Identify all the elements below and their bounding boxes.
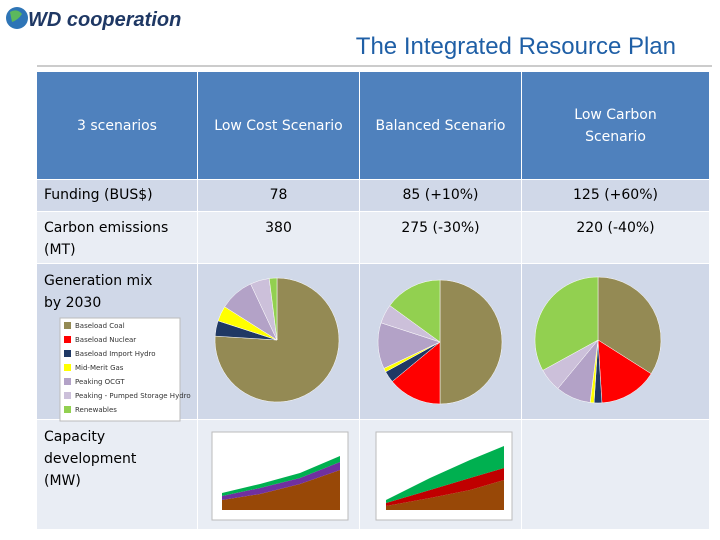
capacity-area [222,456,340,496]
pie-slice [439,279,503,405]
cell: 220 (-40%) [522,212,710,264]
pie-slice [534,276,599,371]
row-label: Funding (BUS$) [37,180,198,212]
header-cell: Low Cost Scenario [198,72,360,180]
pie-slice [597,339,652,404]
legend-swatch [64,392,71,399]
legend-label: Mid-Merit Gas [75,364,124,372]
slide-title: The Integrated Resource Plan [356,33,676,60]
legend-swatch [64,378,71,385]
row-label: Carbon emissions (MT) [37,212,198,264]
legend-swatch [64,322,71,329]
capacity-area [386,468,504,506]
cell: 125 (+60%) [522,180,710,212]
capacity-area [222,462,340,500]
legend-label: Renewables [75,406,117,414]
logo-land [10,10,22,22]
pie-slice [597,276,662,375]
header-cell: Balanced Scenario [360,72,522,180]
cell [522,420,710,530]
cell: 85 (+10%) [360,180,522,212]
logo-text: WD cooperation [28,9,181,31]
pie-slice [268,277,278,341]
legend-label: Baseload Coal [75,322,125,330]
row-label: Capacity development (MW) [37,420,198,530]
pie-slice [389,279,441,343]
cell: 380 [198,212,360,264]
header-cell: 3 scenarios [37,72,198,180]
legend-label: Baseload Import Hydro [75,350,156,358]
capacity-area [386,446,504,503]
legend-label: Peaking - Pumped Storage Hydro [75,392,191,400]
legend-swatch [64,406,71,413]
legend-swatch [64,336,71,343]
cell: 275 (-30%) [360,212,522,264]
header-cell: Low Carbon Scenario [522,72,710,180]
legend-label: Baseload Nuclear [75,336,136,344]
capacity-area [222,470,340,510]
cell: 78 [198,180,360,212]
legend-box [59,317,181,422]
pie-slice [391,341,441,405]
legend-label: Peaking OCGT [75,378,125,386]
legend-swatch [64,364,71,371]
legend-swatch [64,350,71,357]
